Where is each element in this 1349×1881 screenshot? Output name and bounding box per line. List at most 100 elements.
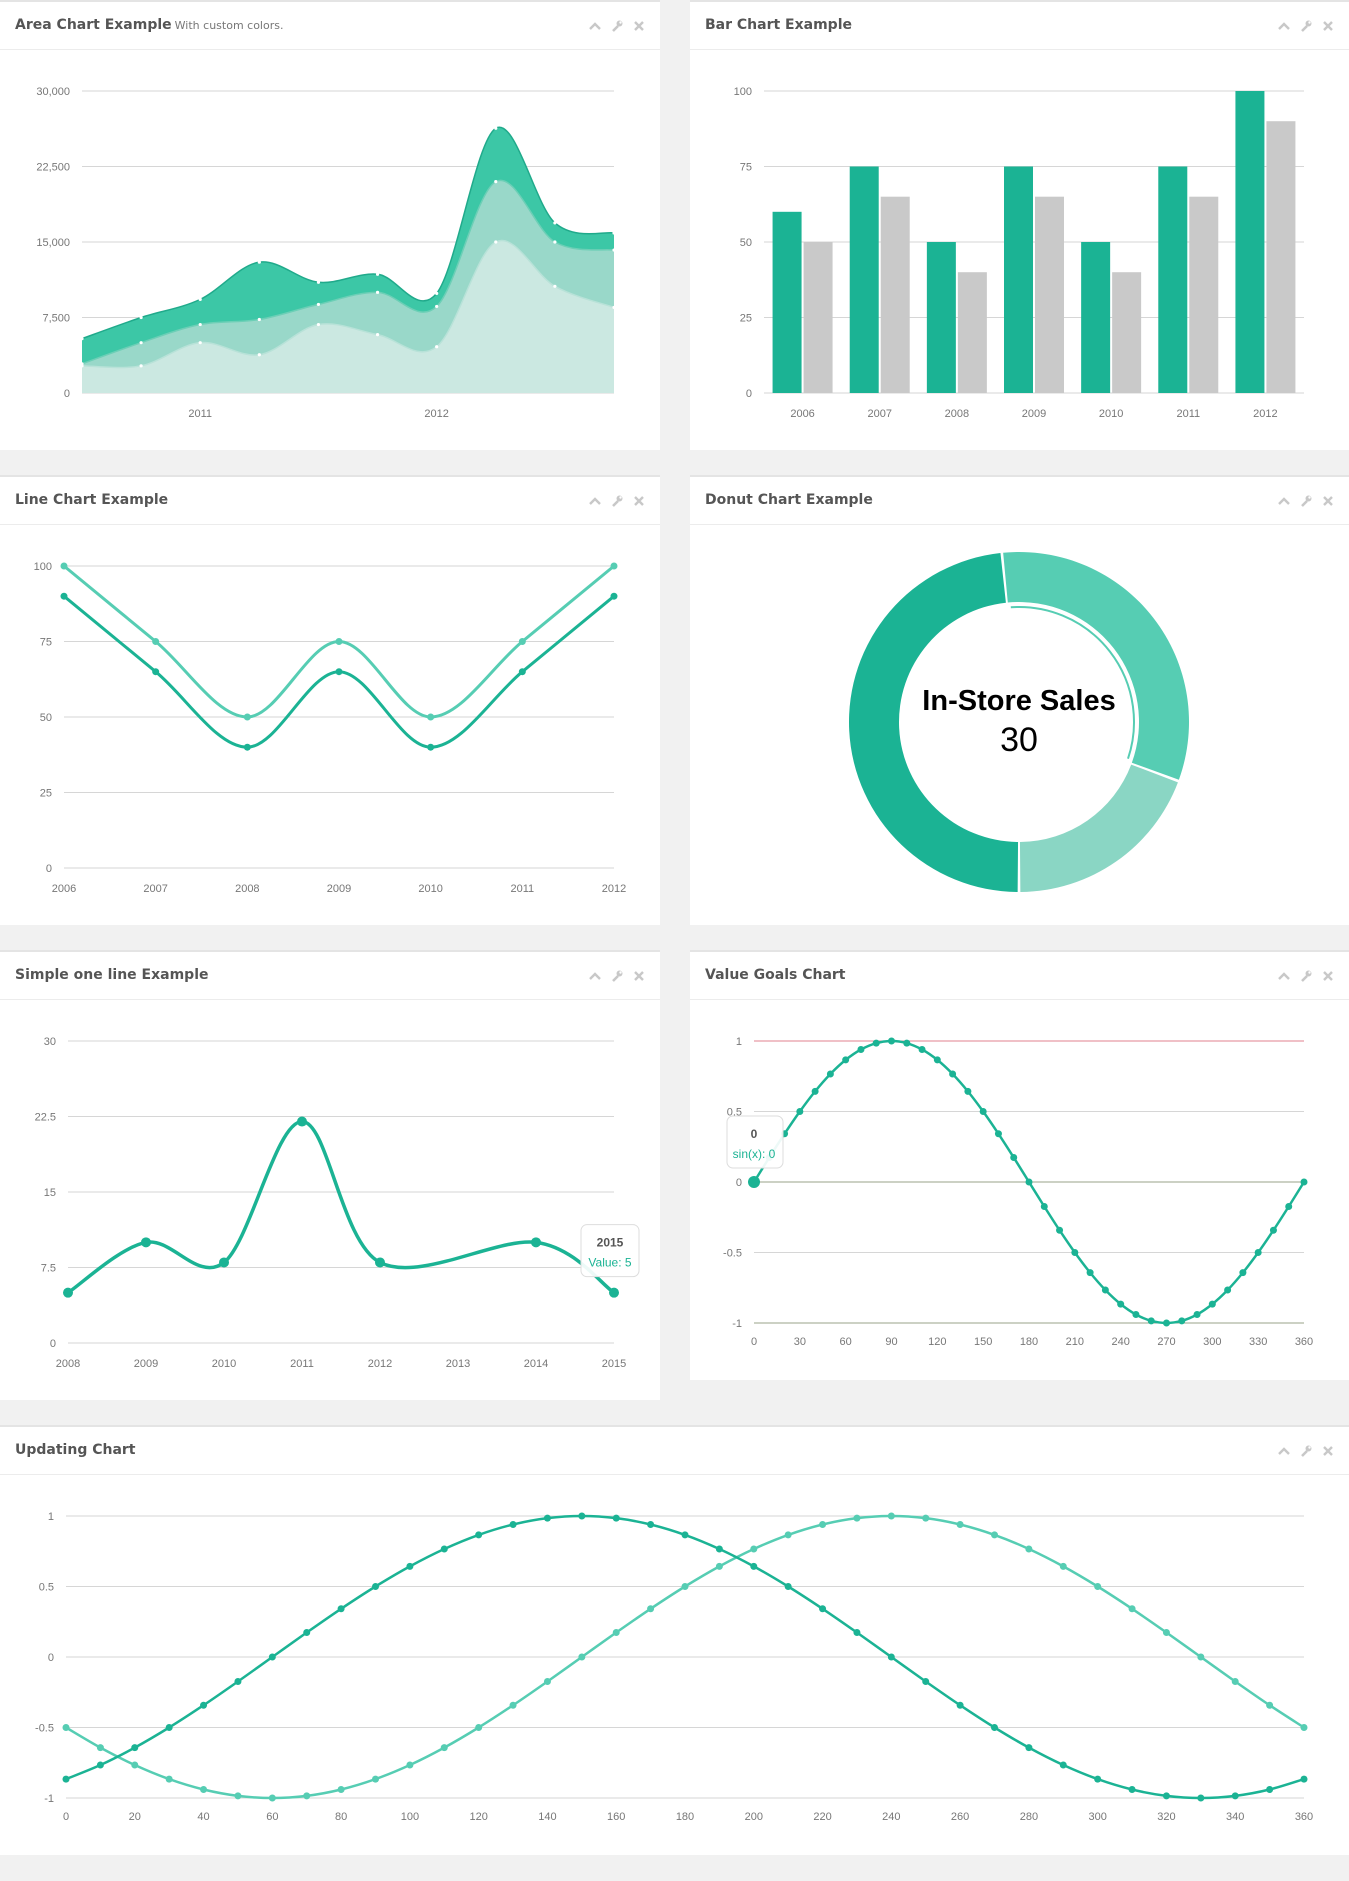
line-point: [96, 1744, 104, 1752]
x-tick-label: 270: [1157, 1336, 1175, 1348]
line-point: [681, 1583, 689, 1590]
value-goals-chart-panel: Value Goals Chart 1 0.5 0 -0.5 -1 0 30 60 90 120 1…: [690, 950, 1349, 1380]
panel-header: Donut Chart Example: [690, 477, 1349, 525]
chevron-up-icon[interactable]: [588, 19, 602, 33]
x-tick-label: 2010: [418, 883, 442, 895]
line-point: [1266, 1701, 1274, 1709]
line-point: [165, 1724, 173, 1731]
line-point: [750, 1545, 758, 1553]
y-tick-label: 25: [40, 788, 52, 800]
line-point: [1231, 1677, 1239, 1685]
line-point: [1193, 1310, 1201, 1318]
close-icon[interactable]: [1321, 969, 1335, 983]
close-icon[interactable]: [632, 19, 646, 33]
hover-tooltip: 2015 Value: 5: [580, 1224, 640, 1278]
bar: [1158, 166, 1188, 393]
area-point: [553, 284, 557, 288]
chevron-up-icon[interactable]: [588, 494, 602, 508]
line-point: [1025, 1178, 1033, 1186]
line-point: [219, 1257, 229, 1268]
line-point: [647, 1521, 655, 1529]
close-icon[interactable]: [632, 969, 646, 983]
chevron-up-icon[interactable]: [1277, 19, 1291, 33]
line-point: [578, 1512, 586, 1520]
line-point: [234, 1677, 242, 1685]
y-tick-label: -0.5: [35, 1723, 54, 1735]
x-tick-label: 160: [607, 1811, 625, 1823]
line-point: [131, 1744, 139, 1752]
x-tick-label: 2009: [327, 883, 351, 895]
close-icon[interactable]: [632, 494, 646, 508]
x-tick-label: 2008: [56, 1358, 80, 1370]
x-tick-label: 180: [676, 1811, 694, 1823]
chevron-up-icon[interactable]: [1277, 1444, 1291, 1458]
line-point: [1094, 1775, 1102, 1783]
line-point: [60, 592, 68, 600]
chevron-up-icon[interactable]: [1277, 969, 1291, 983]
panel-title: Bar Chart Example: [705, 17, 852, 33]
line-point: [819, 1521, 827, 1529]
line-point: [1266, 1785, 1274, 1793]
x-tick-label: 300: [1203, 1336, 1221, 1348]
panel-title: Area Chart Example With custom colors.: [15, 17, 284, 33]
line-point: [1208, 1300, 1216, 1308]
line-point: [243, 713, 251, 721]
panel-title: Simple one line Example: [15, 967, 209, 983]
line-point: [1059, 1562, 1067, 1570]
close-icon[interactable]: [1321, 19, 1335, 33]
wrench-icon[interactable]: [610, 969, 624, 983]
line-point: [200, 1785, 208, 1793]
line-point: [152, 638, 160, 645]
tooltip-box: [726, 1115, 784, 1169]
x-tick-label: 2011: [188, 408, 212, 420]
donut-center-label: In-Store Sales: [922, 685, 1115, 717]
y-tick-label: 22.5: [35, 1112, 56, 1124]
line-point: [1025, 1744, 1033, 1752]
area-fill-bottom: [82, 240, 614, 393]
close-icon[interactable]: [1321, 494, 1335, 508]
panel-tools: [588, 969, 646, 983]
area-point: [316, 302, 321, 307]
x-tick-label: 2007: [867, 408, 891, 420]
area-point: [198, 297, 202, 301]
x-tick-label: 2011: [290, 1358, 314, 1370]
x-tick-label: 240: [1111, 1336, 1129, 1348]
y-tick-label: 0.5: [39, 1582, 54, 1594]
panel-subtitle: With custom colors.: [174, 19, 284, 32]
line-point: [612, 1514, 620, 1522]
area-point: [612, 231, 616, 235]
wrench-icon[interactable]: [610, 19, 624, 33]
area-point: [494, 180, 498, 184]
line-point: [1269, 1226, 1277, 1234]
bar: [926, 242, 956, 393]
wrench-icon[interactable]: [1299, 494, 1313, 508]
donut-segment: [1019, 764, 1178, 892]
chevron-up-icon[interactable]: [588, 969, 602, 983]
area-point: [257, 353, 261, 357]
y-tick-label: 30,000: [36, 86, 70, 98]
area-point: [139, 364, 143, 368]
tooltip-box: [580, 1224, 640, 1278]
wrench-icon[interactable]: [1299, 19, 1313, 33]
y-tick-label: 1: [736, 1036, 742, 1048]
line-point: [268, 1653, 276, 1661]
bar: [849, 166, 879, 393]
x-tick-label: 2012: [1253, 408, 1277, 420]
wrench-icon[interactable]: [1299, 969, 1313, 983]
line-point: [200, 1701, 208, 1709]
wrench-icon[interactable]: [1299, 1444, 1313, 1458]
chevron-up-icon[interactable]: [1277, 494, 1291, 508]
x-tick-label: 220: [813, 1811, 831, 1823]
panel-title: Line Chart Example: [15, 492, 169, 508]
line-point: [243, 743, 251, 751]
x-tick-label: 180: [1020, 1336, 1038, 1348]
line-point: [1197, 1794, 1205, 1802]
area-point: [612, 248, 616, 252]
panel-header: Updating Chart: [0, 1427, 1349, 1475]
line-point: [1132, 1310, 1140, 1318]
line-point: [857, 1046, 865, 1054]
x-tick-label: 2012: [424, 408, 448, 420]
close-icon[interactable]: [1321, 1444, 1335, 1458]
wrench-icon[interactable]: [610, 494, 624, 508]
panel-header: Area Chart Example With custom colors.: [0, 2, 660, 50]
